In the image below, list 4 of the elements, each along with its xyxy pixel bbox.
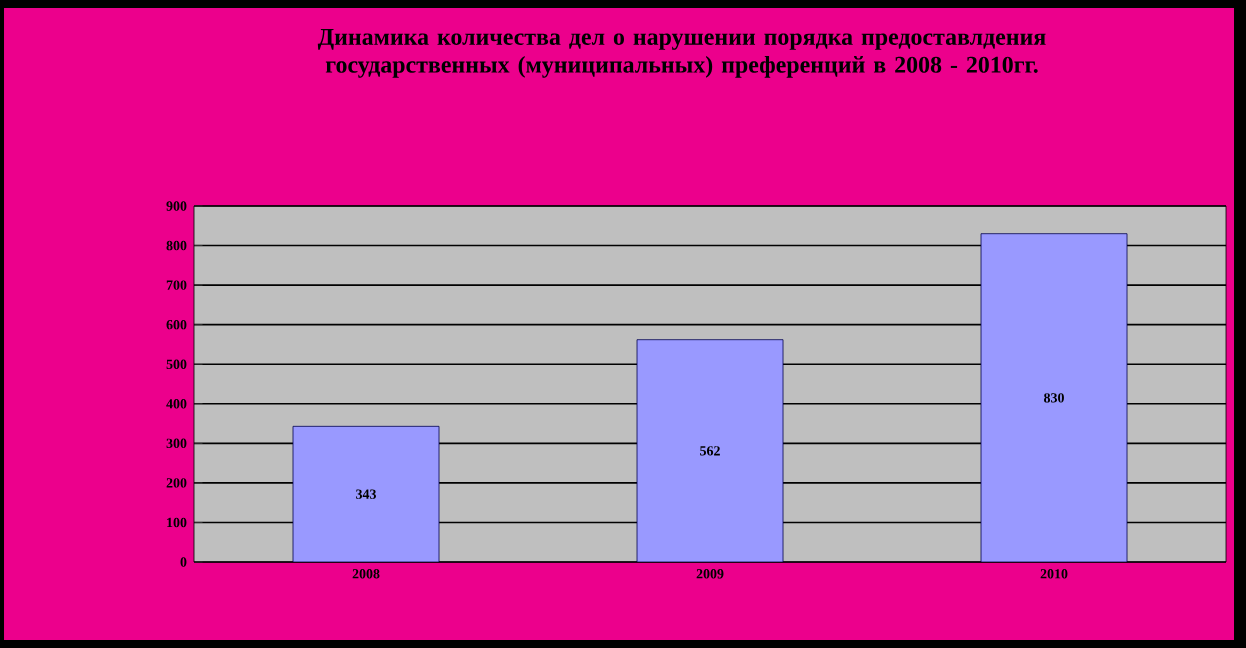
chart-title: Динамика количества дел о нарушении порядка предоставлдения государственных (муниципальных) преференций в 2008 - 2010гг. bbox=[317, 29, 1046, 78]
bar bbox=[292, 425, 440, 562]
bar bbox=[980, 233, 1128, 562]
bar bbox=[636, 339, 784, 562]
